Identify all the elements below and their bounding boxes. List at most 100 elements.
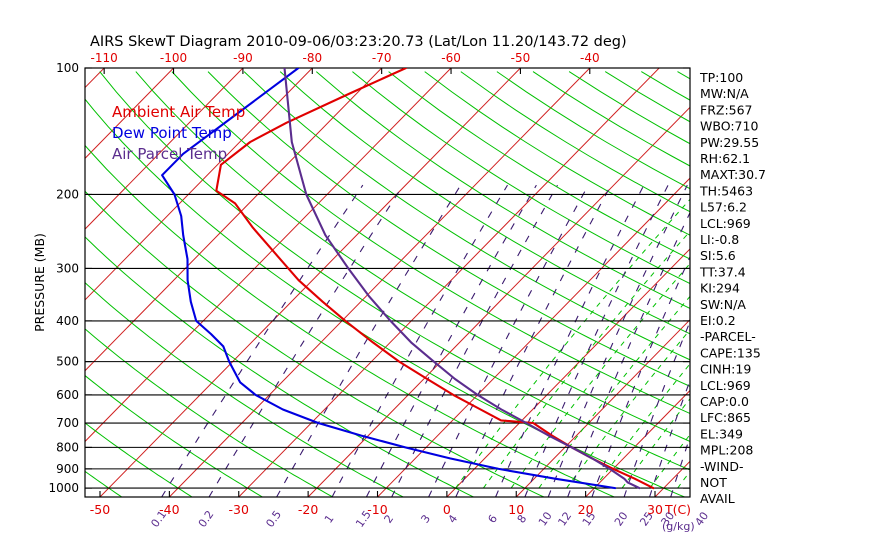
mixing-ratio-line (524, 184, 669, 497)
mixing-ratio-label: 20 (612, 510, 631, 529)
panel-index-6: MAXT:30.7 (700, 167, 766, 182)
dry-adiabat-line (460, 71, 690, 213)
dry-adiabat-line (279, 71, 690, 335)
bottom-temp-label: 30 (647, 502, 663, 517)
mixing-ratio-label: 0.5 (263, 508, 284, 530)
panel-index-16: -PARCEL- (700, 329, 756, 344)
isotherm-line (238, 68, 660, 497)
legend-item-2: Air Parcel Temp (112, 145, 227, 163)
sounding-curves (161, 68, 655, 490)
dewpoint-curve (161, 68, 617, 490)
pressure-tick-label: 800 (56, 440, 79, 454)
panel-index-23: MPL:208 (700, 443, 753, 458)
isotherm-line (85, 68, 105, 89)
panel-index-9: LCL:969 (700, 216, 751, 231)
isotherm-line (307, 106, 690, 497)
panel-index-12: TT:37.4 (699, 264, 746, 279)
mixing-ratio-label: 40 (692, 510, 711, 529)
dry-adiabat-line (424, 71, 690, 236)
panel-index-1: MW:N/A (700, 86, 749, 101)
mixing-ratio-label: 10 (536, 510, 555, 529)
mixing-ratio-line (161, 184, 364, 497)
diagram-title: AIRS SkewT Diagram 2010-09-06/03:23:20.7… (90, 34, 627, 50)
top-temp-label: -90 (233, 51, 253, 65)
pressure-tick-label: 500 (56, 355, 79, 369)
top-temp-label: -110 (91, 51, 118, 65)
panel-index-0: TP:100 (699, 70, 743, 85)
isotherm-line (585, 389, 690, 497)
temp-axis-label: T(C) (664, 502, 691, 517)
dry-adiabat-line (315, 71, 690, 309)
panel-index-14: SW:N/A (700, 297, 746, 312)
panel-index-7: TH:5463 (699, 183, 753, 198)
dry-adiabat-line (135, 71, 690, 442)
bottom-temp-label: -20 (298, 502, 318, 517)
dry-adiabat-line (388, 71, 690, 260)
bottom-temp-label: 0 (443, 502, 451, 517)
legend: Ambient Air Temp Dew Point Temp Air Parcel… (112, 103, 245, 163)
mixing-axis-label: (g/kg) (662, 520, 695, 533)
mixing-ratio-label: 4 (446, 512, 461, 525)
panel-index-4: PW:29.55 (700, 135, 759, 150)
legend-item-1: Dew Point Temp (112, 124, 232, 142)
bottom-temp-label: -10 (367, 502, 387, 517)
plot-border (84, 67, 691, 498)
isotherm-line (515, 318, 690, 497)
top-temp-label: -50 (511, 51, 531, 65)
mixing-ratio-label: 0.2 (196, 508, 217, 530)
dry-adiabat-line (171, 71, 690, 415)
dry-adiabat-line (85, 98, 685, 497)
isotherm-line (85, 68, 174, 160)
parcel-temp-curve (283, 68, 641, 490)
pressure-tick-label: 900 (56, 462, 79, 476)
moist-adiabat-line (455, 198, 690, 489)
mixing-ratio-line (428, 184, 589, 497)
dry-adiabat-line (85, 422, 193, 497)
dry-adiabat-line (85, 236, 474, 497)
panel-index-2: FRZ:567 (700, 102, 753, 117)
isotherm-line (169, 68, 591, 497)
top-temp-label: -70 (372, 51, 392, 65)
pressure-axis-label: PRESSURE (MB) (32, 233, 47, 332)
top-temp-label: -100 (160, 51, 187, 65)
mixing-ratio-label: 3 (418, 512, 433, 525)
panel-index-25: NOT (700, 475, 727, 490)
isotherm-line (99, 68, 521, 497)
panel-index-18: CINH:19 (700, 362, 751, 377)
dry-adiabat-line (85, 374, 263, 497)
pressure-tick-label: 1000 (48, 481, 79, 495)
plot-frame (84, 67, 691, 498)
dry-adiabat-line (352, 71, 690, 285)
mixing-ratio-label: 12 (555, 510, 574, 529)
pressure-tick-label: 600 (56, 388, 79, 402)
isotherm-line (85, 68, 313, 301)
mixing-ratio-line (591, 255, 690, 497)
isotherm-line (446, 248, 690, 497)
bottom-temp-label: 20 (578, 502, 594, 517)
parcel-temp-curve-group (283, 68, 641, 490)
panel-index-19: LCL:969 (700, 378, 751, 393)
panel-index-11: SI:5.6 (700, 248, 736, 263)
pressure-tick-label: 400 (56, 314, 79, 328)
dry-adiabat-line (496, 71, 690, 190)
panel-index-13: KI:294 (700, 281, 740, 296)
mixing-ratio-label: 2 (382, 512, 397, 525)
mixing-ratio-line (455, 184, 612, 497)
panel-index-26: AVAIL (700, 491, 735, 506)
isotherm-line (85, 68, 383, 372)
panel-index-8: L57:6.2 (700, 200, 747, 215)
panel-index-24: -WIND- (700, 459, 744, 474)
panel-index-17: CAPE:135 (700, 345, 761, 360)
panel-index-10: LI:-0.8 (700, 232, 739, 247)
mixing-ratio-line (276, 184, 462, 497)
grid-inner (85, 68, 690, 497)
background-grid (85, 68, 690, 497)
panel-index-15: EI:0.2 (700, 313, 736, 328)
moist-adiabat-line (649, 433, 690, 489)
panel-index-20: CAP:0.0 (700, 394, 749, 409)
isotherm-line (85, 68, 452, 443)
mixing-ratio-label: 1 (322, 512, 337, 525)
top-temp-label: -60 (441, 51, 461, 65)
